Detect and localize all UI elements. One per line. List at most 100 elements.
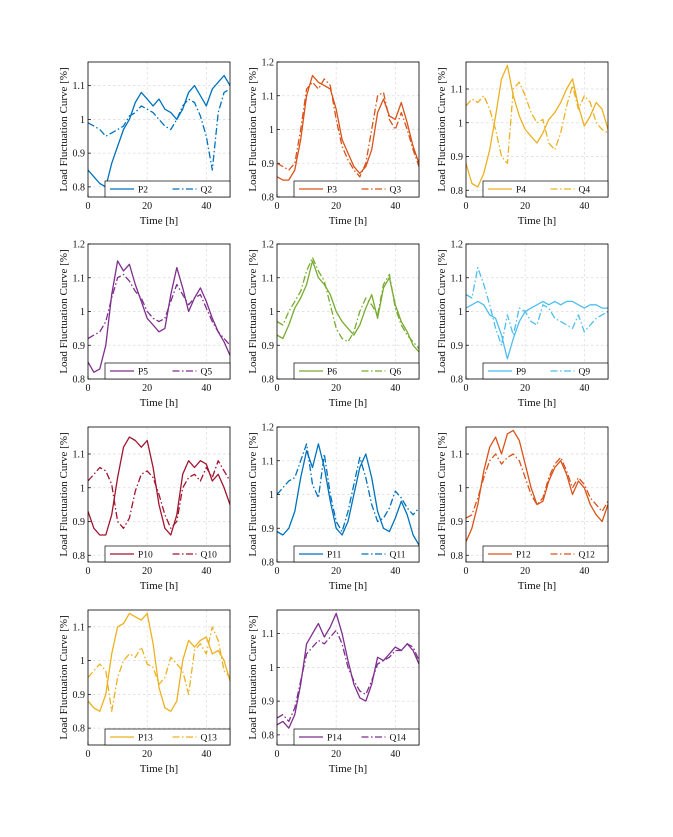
legend-box (104, 362, 231, 380)
legend-label: Q12 (579, 551, 596, 561)
x-tick-label: 0 (86, 383, 91, 394)
x-axis-label: Time [h] (329, 580, 367, 592)
y-tick-label: 0.8 (451, 375, 464, 386)
legend-label: Q13 (201, 734, 218, 744)
x-tick-label: 20 (331, 749, 341, 760)
panel-P13-Q13: 0 20 40 0.8 0.9 1 1.1 P13 Q13 Time [h] Load Fluctu… (58, 609, 231, 775)
legend-label: P10 (138, 551, 153, 561)
x-tick-label: 20 (520, 566, 530, 577)
series-line-P5 (88, 260, 230, 373)
series-line-Q4 (466, 81, 608, 164)
legend-label: P6 (327, 368, 337, 378)
panel-P10-Q10: 0 20 40 0.8 0.9 1 1.1 P10 Q10 Time [h] Load Fluctu… (58, 426, 231, 592)
legend-label: P2 (138, 186, 148, 196)
legend-label: P11 (327, 551, 342, 561)
y-axis-label: Load Fluctuation Curve [%] (436, 249, 448, 373)
x-tick-label: 40 (201, 566, 211, 577)
y-tick-label: 0.8 (73, 551, 86, 562)
x-tick-label: 40 (201, 749, 211, 760)
y-tick-label: 1.1 (262, 91, 275, 102)
x-tick-label: 20 (142, 749, 152, 760)
legend-label: P5 (138, 368, 148, 378)
y-tick-label: 0.8 (73, 182, 86, 193)
y-tick-label: 1 (269, 490, 274, 501)
y-tick-label: 1 (80, 115, 85, 126)
y-axis-label: Load Fluctuation Curve [%] (58, 67, 70, 191)
x-tick-label: 20 (142, 566, 152, 577)
y-tick-label: 1.1 (262, 273, 275, 284)
y-axis-label: Load Fluctuation Curve [%] (247, 432, 259, 556)
x-axis-label: Time [h] (329, 397, 367, 409)
series-line-P2 (88, 74, 230, 188)
y-axis-label: Load Fluctuation Curve [%] (58, 432, 70, 556)
x-tick-label: 0 (464, 383, 469, 394)
legend-box (104, 545, 231, 563)
y-tick-label: 1.1 (451, 450, 464, 461)
x-axis-label: Time [h] (329, 215, 367, 227)
series-line-P3 (277, 74, 419, 181)
legend-label: Q2 (201, 186, 213, 196)
y-tick-label: 1.1 (451, 85, 464, 96)
y-tick-label: 1.2 (262, 423, 275, 434)
legend-box (482, 362, 609, 380)
panel-P5-Q5: 0 20 40 0.8 0.9 1 1.1 1.2 P5 Q5 Time [h] Load Fluct… (58, 240, 231, 409)
y-axis-label: Load Fluctuation Curve [%] (436, 432, 448, 556)
x-tick-label: 20 (520, 383, 530, 394)
x-tick-label: 40 (390, 749, 400, 760)
series-line-P12 (466, 429, 608, 543)
series-line-P4 (466, 64, 608, 188)
panel-P12-Q12: 0 20 40 0.8 0.9 1 1.1 P12 Q12 Time [h] Load Fluctu… (436, 426, 609, 592)
legend-box (293, 362, 420, 380)
legend-label: Q14 (390, 734, 407, 744)
y-tick-label: 1 (80, 656, 85, 667)
legend-label: Q10 (201, 551, 218, 561)
x-tick-label: 20 (142, 201, 152, 212)
x-tick-label: 20 (331, 566, 341, 577)
series-line-P13 (88, 612, 230, 712)
legend-label: P9 (516, 368, 526, 378)
y-tick-label: 1.1 (73, 273, 86, 284)
x-tick-label: 0 (86, 749, 91, 760)
panel-P14-Q14: 0 20 40 0.8 0.9 1 1.1 P14 Q14 Time [h] Load Fluctu… (247, 609, 420, 775)
y-tick-label: 0.8 (262, 558, 275, 569)
x-tick-label: 0 (86, 201, 91, 212)
x-tick-label: 40 (201, 383, 211, 394)
series-line-P14 (277, 612, 419, 729)
series-line-Q2 (88, 88, 230, 171)
y-tick-label: 0.8 (73, 375, 86, 386)
legend-label: Q3 (390, 186, 402, 196)
x-tick-label: 40 (201, 201, 211, 212)
y-tick-label: 0.9 (451, 341, 464, 352)
legend: P4 Q4 (482, 180, 609, 198)
plot-area (466, 62, 608, 197)
y-tick-label: 0.8 (262, 730, 275, 741)
y-tick-label: 0.9 (73, 341, 86, 352)
panel-P3-Q3: 0 20 40 0.8 0.9 1 1.1 1.2 P3 Q3 Time [h] Load Fluct… (247, 58, 420, 227)
y-tick-label: 1.1 (73, 81, 86, 92)
y-tick-label: 0.8 (451, 551, 464, 562)
legend-box (104, 728, 231, 746)
x-axis-label: Time [h] (329, 763, 367, 775)
y-tick-label: 1.2 (73, 240, 86, 251)
y-tick-label: 0.9 (451, 517, 464, 528)
x-tick-label: 20 (520, 201, 530, 212)
plot-area (277, 610, 419, 745)
legend-box (482, 545, 609, 563)
y-tick-label: 0.8 (451, 186, 464, 197)
x-tick-label: 0 (275, 383, 280, 394)
y-tick-label: 0.9 (262, 524, 275, 535)
series-line-Q11 (277, 443, 419, 533)
y-tick-label: 0.9 (262, 697, 275, 708)
legend: P6 Q6 (293, 362, 420, 380)
x-axis-label: Time [h] (140, 215, 178, 227)
y-axis-label: Load Fluctuation Curve [%] (247, 249, 259, 373)
x-tick-label: 40 (579, 383, 589, 394)
y-tick-label: 1 (458, 483, 463, 494)
series-line-P11 (277, 443, 419, 546)
series-line-Q14 (277, 629, 419, 723)
legend: P14 Q14 (293, 728, 420, 746)
x-tick-label: 0 (464, 201, 469, 212)
panel-P9-Q9: 0 20 40 0.8 0.9 1 1.1 1.2 P9 Q9 Time [h] Load Fluct… (436, 240, 609, 409)
series-line-Q12 (466, 453, 608, 519)
